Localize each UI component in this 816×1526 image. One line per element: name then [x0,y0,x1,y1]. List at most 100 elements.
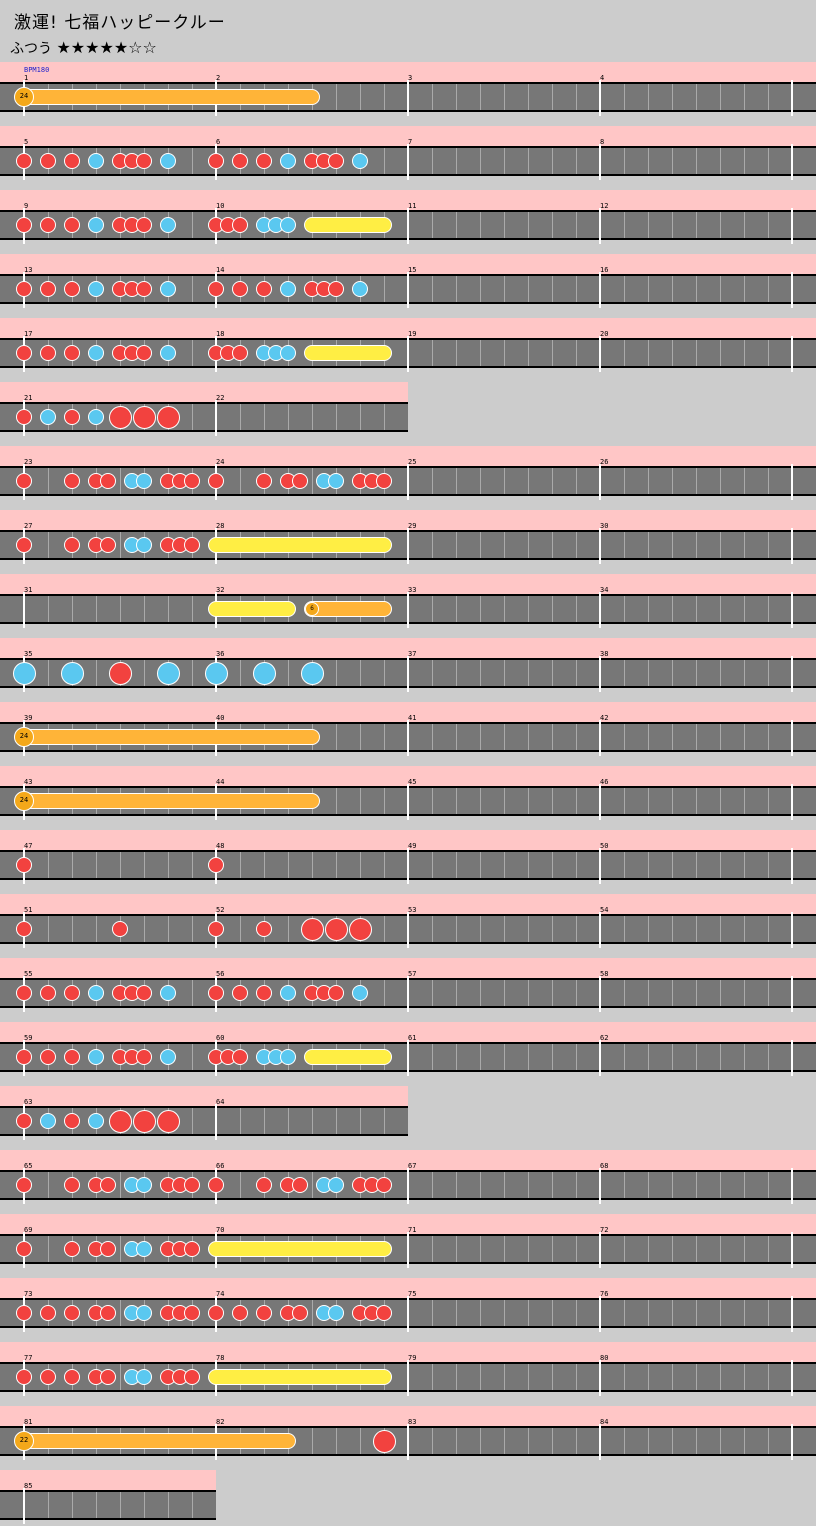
don-note [232,985,248,1001]
beat-line [360,84,361,110]
measure-number: 73 [24,1290,33,1298]
beat-line [72,1492,73,1518]
beat-line [456,532,457,558]
don-note [208,1177,224,1193]
measure-number: 36 [216,650,225,658]
beat-line [744,788,745,814]
beat-line [312,1172,313,1198]
ka-note [40,409,56,425]
beat-line [624,340,625,366]
beat-line [240,852,241,878]
beat-line [432,1364,433,1390]
beat-line [336,84,337,110]
beat-line [576,468,577,494]
difficulty-stars: ★★★★★☆☆ [56,38,157,57]
ka-note [352,985,368,1001]
beat-line [360,724,361,750]
bar-line [599,272,601,308]
ka-note [136,537,152,553]
big-don-note [132,405,156,429]
measure-number: 79 [408,1354,417,1362]
don-note [232,1049,248,1065]
beat-line [648,468,649,494]
beat-line [336,1108,337,1134]
balloon-bar [16,1433,296,1449]
don-note [184,473,200,489]
measure-header-band [0,254,816,274]
beat-line [552,1364,553,1390]
measure-number: 20 [600,330,609,338]
measure-number: 26 [600,458,609,466]
beat-line [720,788,721,814]
measure-number: 82 [216,1418,225,1426]
beat-line [96,660,97,686]
measure-number: 11 [408,202,417,210]
beat-line [96,916,97,942]
measure-number: 74 [216,1290,225,1298]
beat-line [720,212,721,238]
bar-line [23,1488,25,1524]
measure-header-band [0,1278,816,1298]
beat-line [768,1236,769,1262]
don-note [16,345,32,361]
beat-line [288,916,289,942]
bar-line [407,1296,409,1332]
measure-number: 37 [408,650,417,658]
measure-number: 16 [600,266,609,274]
don-note [16,857,32,873]
beat-line [768,84,769,110]
beat-line [744,532,745,558]
measure-number: 69 [24,1226,33,1234]
beat-line [768,852,769,878]
chart-row: 9 10 11 12 [0,190,816,246]
beat-line [480,84,481,110]
bar-line [791,464,793,500]
chart-row: 85 [0,1470,216,1526]
beat-line [696,1172,697,1198]
measure-number: 19 [408,330,417,338]
ka-note [352,281,368,297]
beat-line [528,1428,529,1454]
beat-line [48,852,49,878]
chart-row: 35 36 37 38 [0,638,816,694]
beat-line [432,276,433,302]
ka-note [280,153,296,169]
beat-line [432,1428,433,1454]
measure-number: 5 [24,138,29,146]
beat-line [624,1428,625,1454]
beat-line [720,340,721,366]
beat-line [648,788,649,814]
measure-header-band [0,1470,216,1490]
measure-number: 59 [24,1034,33,1042]
measure-number: 9 [24,202,29,210]
beat-line [552,532,553,558]
ka-note [88,281,104,297]
don-note [16,281,32,297]
beat-line [720,724,721,750]
bar-line [791,528,793,564]
beat-line [48,1172,49,1198]
measure-header-band [0,1342,816,1362]
beat-line [648,148,649,174]
beat-line [312,1300,313,1326]
beat-line [672,980,673,1006]
beat-line [576,276,577,302]
beat-line [576,980,577,1006]
beat-line [144,916,145,942]
drumroll-bar [304,345,392,361]
beat-line [624,276,625,302]
beat-line [696,1044,697,1070]
don-note [136,153,152,169]
don-note [292,473,308,489]
measure-number: 10 [216,202,225,210]
beat-line [576,660,577,686]
beat-line [624,1364,625,1390]
measure-number: 72 [600,1226,609,1234]
beat-line [384,724,385,750]
measure-number: 75 [408,1290,417,1298]
ka-note [328,1305,344,1321]
don-note [232,153,248,169]
beat-line [552,980,553,1006]
beat-line [696,1236,697,1262]
measure-number: 77 [24,1354,33,1362]
